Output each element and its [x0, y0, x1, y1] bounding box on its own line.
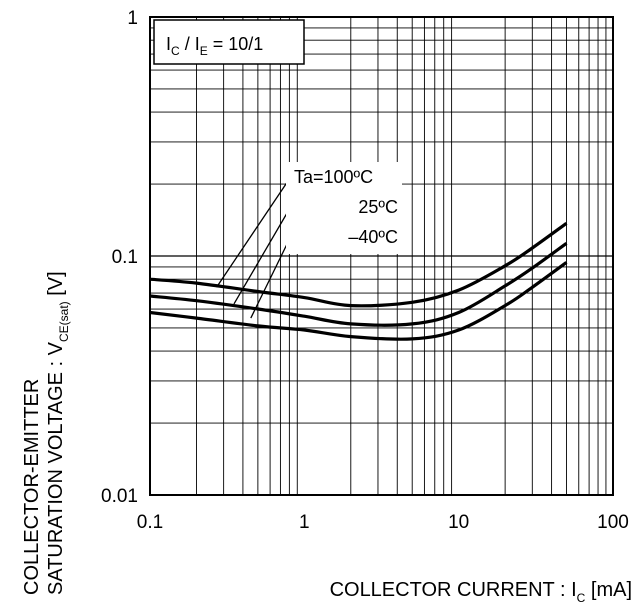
y-tick-label: 0.1 — [112, 247, 138, 268]
series-layer — [149, 222, 568, 341]
x-tick-label: 1 — [299, 512, 310, 533]
series-line-1 — [149, 222, 568, 308]
x-tick-label: 100 — [597, 512, 629, 533]
series-label-1: Ta=100ºC — [294, 167, 373, 187]
y-tick-labels: 0.01 0.1 1 — [101, 8, 138, 507]
series-label-2: 25ºC — [358, 197, 398, 217]
series-leader-line — [216, 177, 291, 288]
y-axis-label-line2: SATURATION VOLTAGE : VCE(sat) [V] — [45, 271, 71, 595]
y-tick-label: 1 — [127, 8, 138, 29]
grid — [150, 17, 613, 495]
condition-text: IC / IE = 10/1 — [166, 34, 263, 58]
x-tick-labels: 0.1 1 10 100 — [137, 512, 629, 533]
condition-box: IC / IE = 10/1 — [153, 19, 305, 65]
series-leader-line — [250, 237, 291, 319]
x-tick-label: 10 — [448, 512, 469, 533]
series-label-3: –40ºC — [348, 227, 398, 247]
x-tick-label: 0.1 — [137, 512, 163, 533]
x-axis-label: COLLECTOR CURRENT : IC [mA] — [330, 579, 632, 605]
series-line-2 — [149, 242, 568, 327]
label-boxes: Ta=100ºC 25ºC –40ºC — [286, 162, 402, 254]
y-axis-label-line1: COLLECTOR-EMITTER — [21, 379, 43, 595]
y-tick-label: 0.01 — [101, 486, 138, 507]
plot-frame — [149, 16, 614, 496]
series-line-3 — [149, 261, 568, 341]
y-axis-label: COLLECTOR-EMITTER SATURATION VOLTAGE : V… — [21, 271, 71, 595]
series-label-backing — [286, 162, 402, 254]
